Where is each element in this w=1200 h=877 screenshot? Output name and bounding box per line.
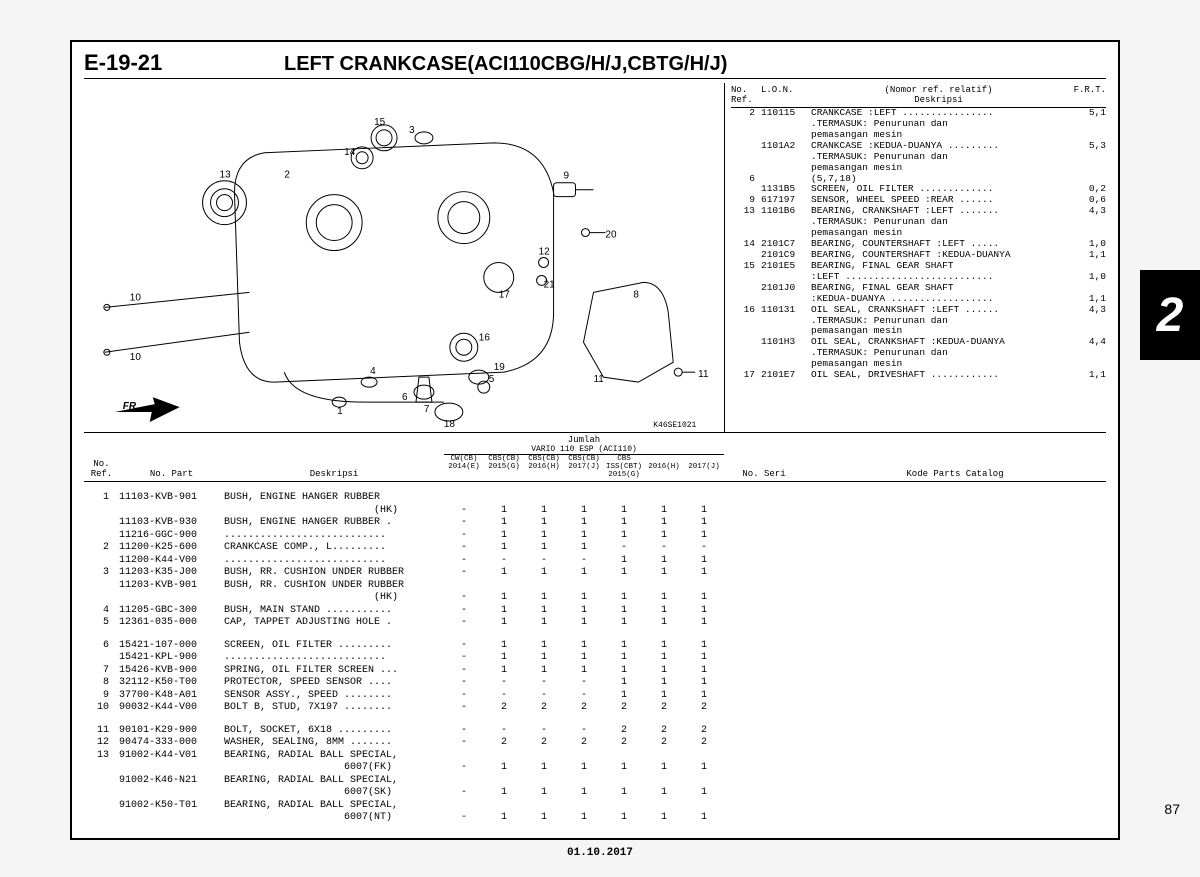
- chapter-tab: 2: [1140, 270, 1200, 360]
- ref-row: 2101J0BEARING, FINAL GEAR SHAFT: [731, 283, 1106, 294]
- parts-row: 6007(FK)-111111: [84, 762, 1106, 775]
- parts-row: 1290474-333-000WASHER, SEALING, 8MM ....…: [84, 737, 1106, 750]
- parts-row: 111103-KVB-901BUSH, ENGINE HANGER RUBBER: [84, 492, 1106, 505]
- svg-text:21: 21: [544, 279, 556, 290]
- svg-text:5: 5: [489, 374, 495, 385]
- ref-row: 1101H3OIL SEAL, CRANKSHAFT :KEDUA-DUANYA…: [731, 337, 1106, 348]
- ref-row: 2110115CRANKCASE :LEFT ................5…: [731, 108, 1106, 119]
- parts-row: 512361-035-000CAP, TAPPET ADJUSTING HOLE…: [84, 617, 1106, 630]
- svg-text:3: 3: [409, 125, 415, 136]
- parts-table-header: No.Ref. No. Part Deskripsi Jumlah VARIO …: [84, 433, 1106, 482]
- catalog-page: E-19-21 LEFT CRANKCASE(ACI110CBG/H/J,CBT…: [70, 40, 1120, 840]
- col-part: No. Part: [119, 469, 224, 479]
- svg-text:16: 16: [479, 332, 491, 343]
- col-no: No.Ref.: [84, 459, 119, 479]
- parts-row: 6007(NT)-111111: [84, 812, 1106, 825]
- parts-row: 6007(SK)-111111: [84, 787, 1106, 800]
- col-qty: Jumlah VARIO 110 ESP (ACI110) CW(CB)2014…: [444, 435, 724, 479]
- parts-row: 91002-K50-T01BEARING, RADIAL BALL SPECIA…: [84, 800, 1106, 813]
- parts-row: (HK)-111111: [84, 505, 1106, 518]
- footer-date: 01.10.2017: [567, 847, 633, 859]
- svg-text:18: 18: [444, 419, 456, 430]
- parts-row: 1090032-K44-V00BOLT B, STUD, 7X197 .....…: [84, 702, 1106, 715]
- parts-row: 11203-KVB-901BUSH, RR. CUSHION UNDER RUB…: [84, 580, 1106, 593]
- parts-row: 211200-K25-600CRANKCASE COMP., L........…: [84, 542, 1106, 555]
- ref-col-frt: F.R.T.: [1066, 85, 1106, 105]
- parts-row: 1391002-K44-V01BEARING, RADIAL BALL SPEC…: [84, 750, 1106, 763]
- qty-col-head: CBS ISS(CBT)2015(G): [604, 455, 644, 479]
- parts-table-body: 111103-KVB-901BUSH, ENGINE HANGER RUBBER…: [84, 482, 1106, 825]
- ref-row: 1101A2CRANKCASE :KEDUA-DUANYA .........5…: [731, 141, 1106, 152]
- col-kode: Kode Parts Catalog: [804, 469, 1106, 479]
- ref-row: 16110131OIL SEAL, CRANKSHAFT :LEFT .....…: [731, 305, 1106, 316]
- parts-row: (HK)-111111: [84, 592, 1106, 605]
- parts-row: 91002-K46-N21BEARING, RADIAL BALL SPECIA…: [84, 775, 1106, 788]
- parts-row: 411205-GBC-300BUSH, MAIN STAND .........…: [84, 605, 1106, 618]
- upper-region: FR. 1 2 3 4 5 6 7 8 9 10 10 11 11 12 13 …: [84, 83, 1106, 433]
- diagram-ref: K46SE1021: [653, 421, 696, 430]
- svg-text:10: 10: [130, 292, 142, 303]
- ref-table-body: 2110115CRANKCASE :LEFT ................5…: [731, 108, 1106, 381]
- svg-text:11: 11: [698, 369, 709, 380]
- qty-col-head: CBS(CB)2016(H): [524, 455, 564, 479]
- parts-row: 15421-KPL-900...........................…: [84, 652, 1106, 665]
- svg-text:20: 20: [605, 230, 617, 241]
- page-header: E-19-21 LEFT CRANKCASE(ACI110CBG/H/J,CBT…: [84, 50, 1106, 79]
- parts-row: 311203-K35-J00BUSH, RR. CUSHION UNDER RU…: [84, 567, 1106, 580]
- ref-row: .TERMASUK: Penurunan dan: [731, 119, 1106, 130]
- page-number: 87: [1164, 801, 1180, 817]
- parts-row: 11103-KVB-930BUSH, ENGINE HANGER RUBBER …: [84, 517, 1106, 530]
- svg-text:2: 2: [284, 170, 290, 181]
- section-code: E-19-21: [84, 50, 284, 76]
- ref-row: .TERMASUK: Penurunan dan: [731, 152, 1106, 163]
- ref-row: 131101B6BEARING, CRANKSHAFT :LEFT ......…: [731, 206, 1106, 217]
- parts-row: 832112-K50-T00PROTECTOR, SPEED SENSOR ..…: [84, 677, 1106, 690]
- qty-col-head: CW(CB)2014(E): [444, 455, 484, 479]
- ref-row: .TERMASUK: Penurunan dan: [731, 348, 1106, 359]
- ref-row: pemasangan mesin: [731, 163, 1106, 174]
- fr-label: FR.: [123, 401, 139, 412]
- svg-text:15: 15: [374, 117, 386, 128]
- col-desc: Deskripsi: [224, 469, 444, 479]
- svg-text:7: 7: [424, 404, 430, 415]
- svg-text:9: 9: [564, 171, 570, 182]
- svg-text:19: 19: [494, 362, 506, 373]
- parts-row: 715426-KVB-900SPRING, OIL FILTER SCREEN …: [84, 665, 1106, 678]
- svg-text:12: 12: [539, 247, 551, 258]
- ref-col-desc: (Nomor ref. relatif)Deskripsi: [811, 85, 1066, 105]
- ref-row: 152101E5BEARING, FINAL GEAR SHAFT: [731, 261, 1106, 272]
- svg-text:10: 10: [130, 352, 142, 363]
- section-title: LEFT CRANKCASE(ACI110CBG/H/J,CBTG/H/J): [284, 53, 727, 76]
- svg-text:14: 14: [344, 147, 356, 158]
- svg-text:17: 17: [499, 289, 511, 300]
- svg-text:8: 8: [633, 289, 639, 300]
- reference-table: No.Ref. L.O.N. (Nomor ref. relatif)Deskr…: [724, 83, 1106, 433]
- ref-row: :KEDUA-DUANYA ..................1,1: [731, 294, 1106, 305]
- parts-row: 1190101-K29-900BOLT, SOCKET, 6X18 ......…: [84, 725, 1106, 738]
- svg-text:13: 13: [220, 170, 232, 181]
- ref-row: .TERMASUK: Penurunan dan: [731, 316, 1106, 327]
- parts-row: 11200-K44-V00...........................…: [84, 555, 1106, 568]
- ref-col-no: No.Ref.: [731, 85, 761, 105]
- svg-text:1: 1: [337, 406, 343, 417]
- svg-text:6: 6: [402, 392, 408, 403]
- ref-col-lon: L.O.N.: [761, 85, 811, 105]
- qty-col-head: 2016(H): [644, 455, 684, 479]
- parts-row: 11216-GGC-900...........................…: [84, 530, 1106, 543]
- exploded-diagram: FR. 1 2 3 4 5 6 7 8 9 10 10 11 11 12 13 …: [84, 83, 724, 433]
- ref-row: .TERMASUK: Penurunan dan: [731, 217, 1106, 228]
- qty-col-head: CBS(CB)2015(G): [484, 455, 524, 479]
- ref-row: 172101E7OIL SEAL, DRIVESHAFT ...........…: [731, 370, 1106, 381]
- svg-text:11: 11: [593, 374, 604, 385]
- svg-text:4: 4: [370, 366, 376, 377]
- qty-col-head: CBS(CB)2017(J): [564, 455, 604, 479]
- qty-col-head: 2017(J): [684, 455, 724, 479]
- parts-row: 615421-107-000SCREEN, OIL FILTER .......…: [84, 640, 1106, 653]
- ref-table-header: No.Ref. L.O.N. (Nomor ref. relatif)Deskr…: [731, 83, 1106, 108]
- parts-row: 937700-K48-A01SENSOR ASSY., SPEED ......…: [84, 690, 1106, 703]
- col-seri: No. Seri: [724, 469, 804, 479]
